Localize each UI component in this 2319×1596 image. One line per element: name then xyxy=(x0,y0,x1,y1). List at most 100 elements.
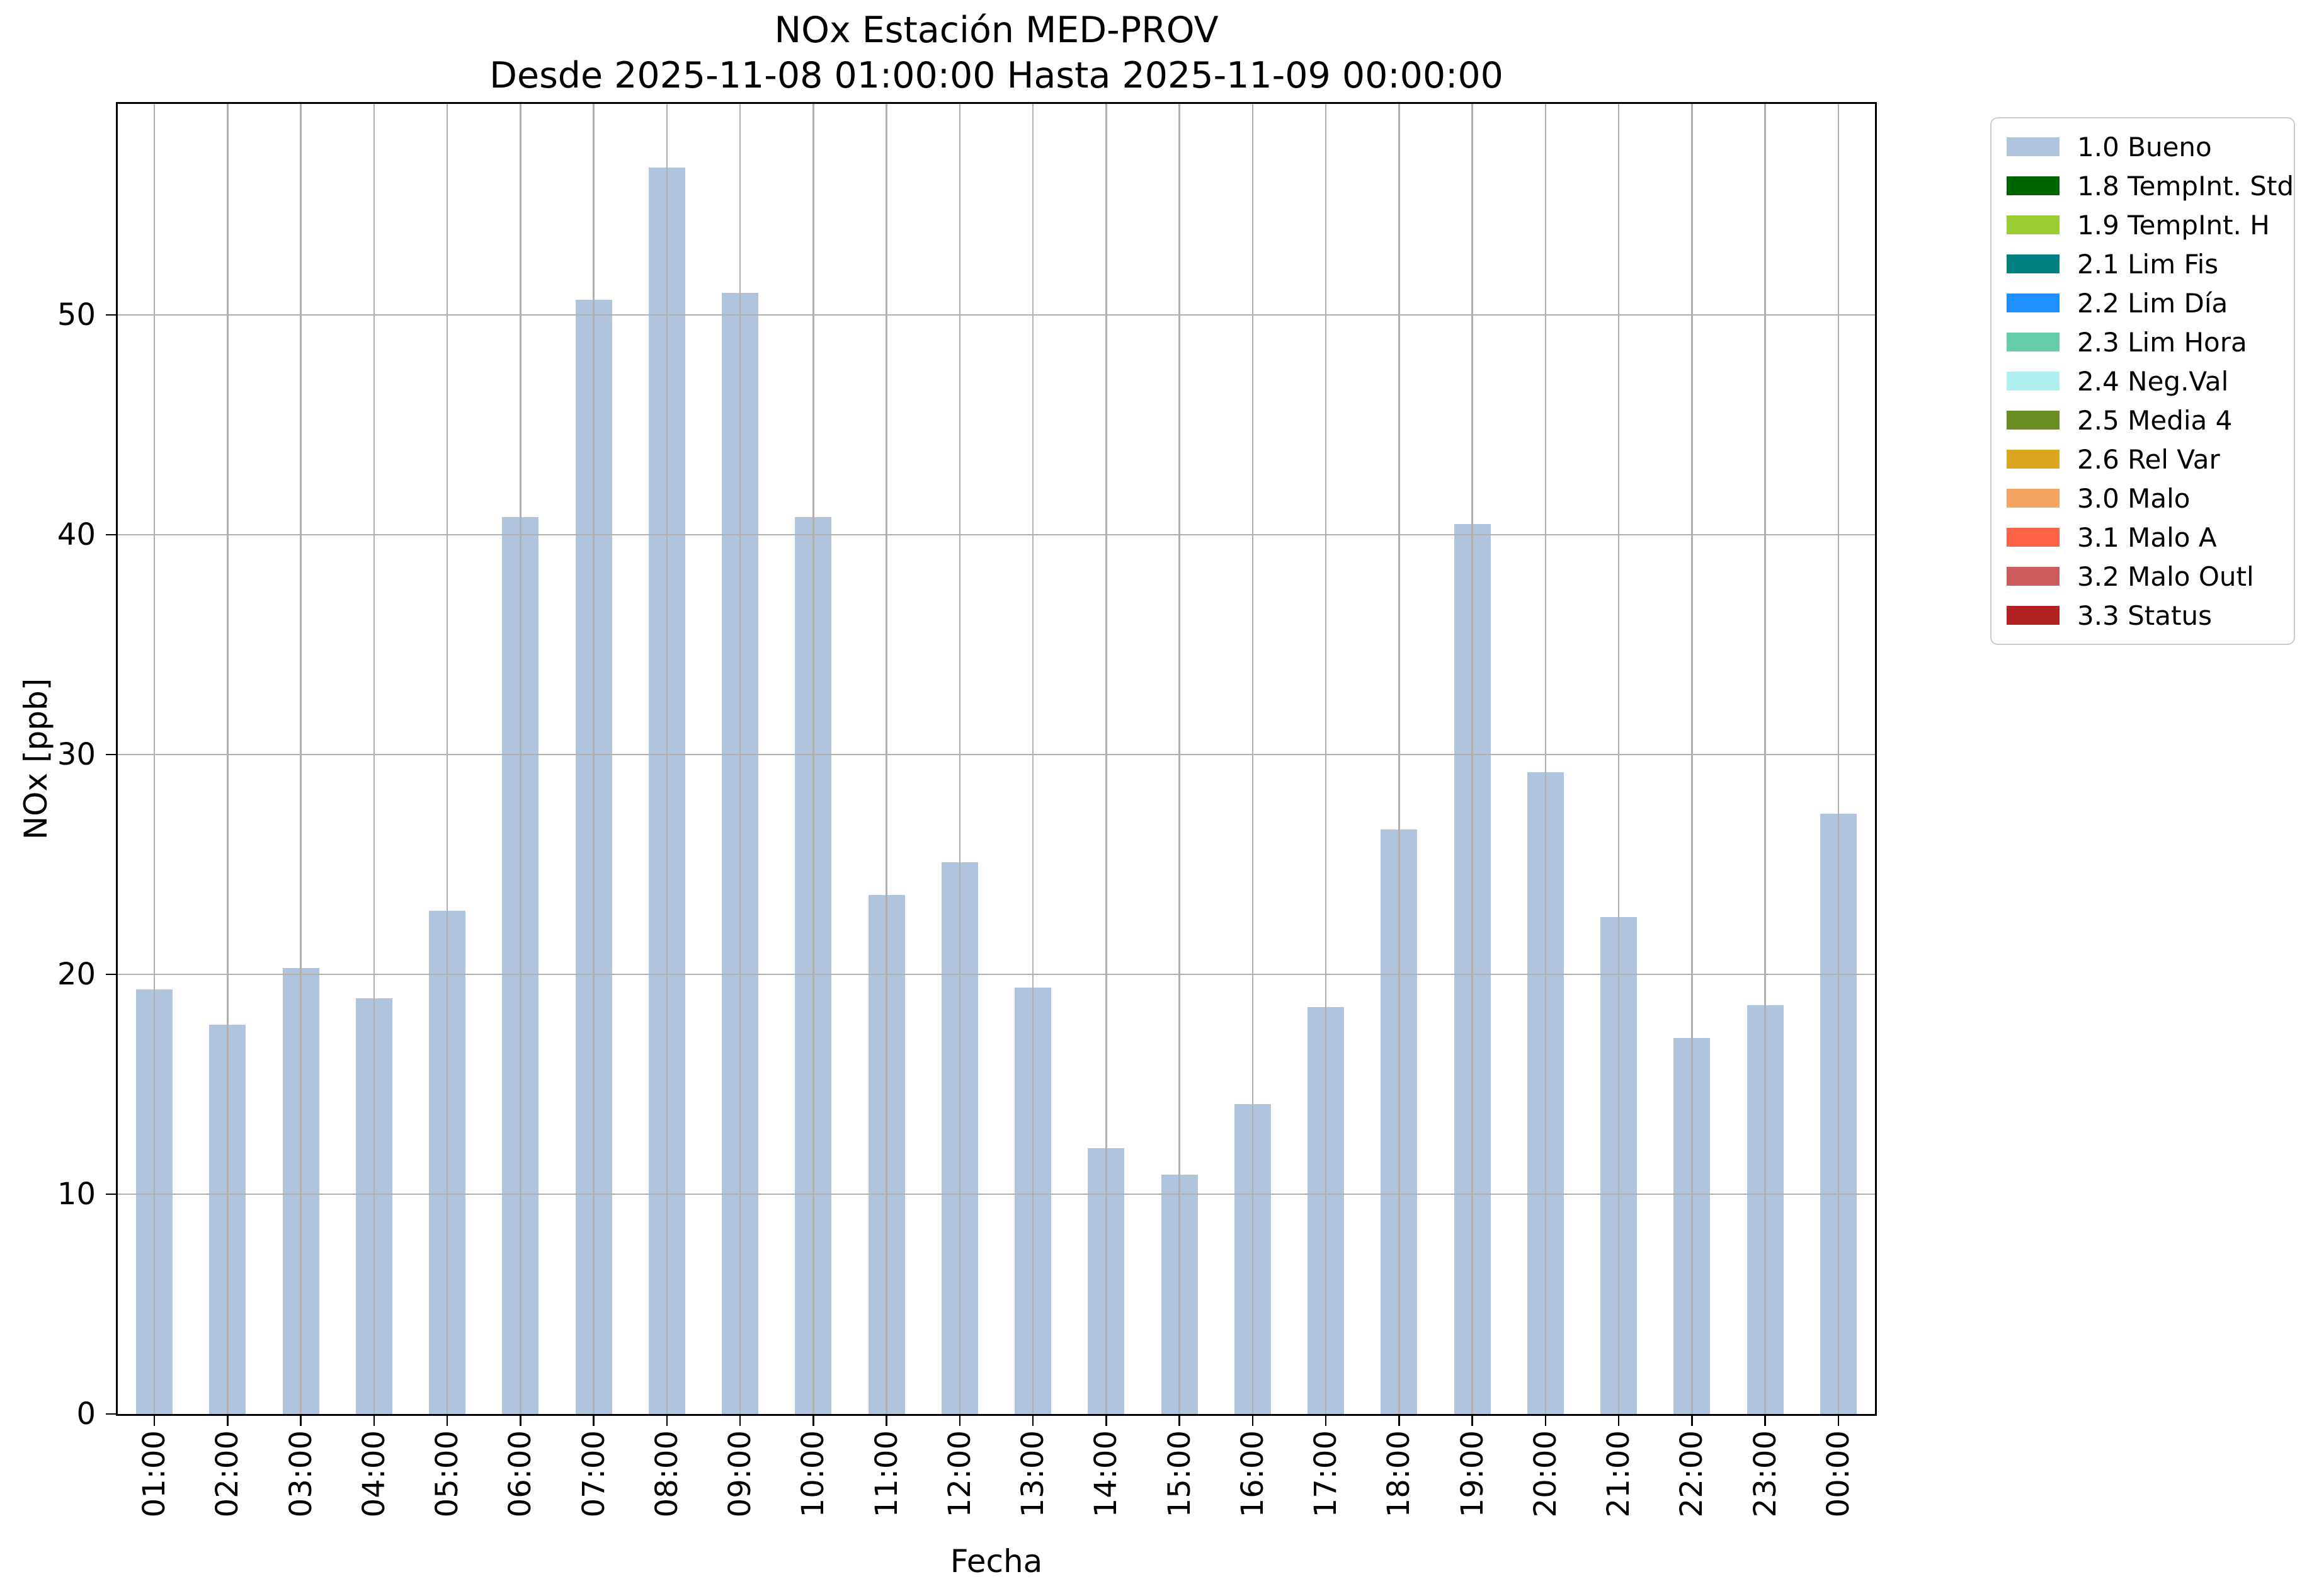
legend-label: 2.2 Lim Día xyxy=(2077,287,2228,319)
legend-item: 1.0 Bueno xyxy=(2007,127,2288,166)
y-tick-mark xyxy=(106,1193,116,1195)
x-tick-label: 20:00 xyxy=(1527,1430,1563,1518)
legend-swatch xyxy=(2007,528,2060,547)
gridline-vertical xyxy=(1325,104,1327,1414)
legend-item: 2.6 Rel Var xyxy=(2007,440,2288,479)
legend-label: 3.3 Status xyxy=(2077,600,2212,631)
legend-item: 3.3 Status xyxy=(2007,596,2288,635)
x-tick-label: 19:00 xyxy=(1454,1430,1490,1518)
x-tick-mark xyxy=(227,1416,229,1426)
legend-swatch xyxy=(2007,372,2060,390)
x-tick-mark xyxy=(373,1416,375,1426)
gridline-vertical xyxy=(812,104,814,1414)
legend-label: 2.5 Media 4 xyxy=(2077,404,2233,436)
legend-item: 1.9 TempInt. H xyxy=(2007,205,2288,244)
legend-label: 3.0 Malo xyxy=(2077,482,2191,514)
gridline-vertical xyxy=(1837,104,1840,1414)
x-tick-mark xyxy=(446,1416,448,1426)
legend-label: 2.6 Rel Var xyxy=(2077,443,2220,475)
x-tick-mark xyxy=(666,1416,668,1426)
x-axis-label: Fecha xyxy=(950,1543,1043,1580)
legend-swatch xyxy=(2007,489,2060,508)
x-tick-label: 02:00 xyxy=(210,1430,246,1518)
gridline-vertical xyxy=(300,104,302,1414)
legend-item: 2.2 Lim Día xyxy=(2007,283,2288,322)
x-tick-mark xyxy=(739,1416,741,1426)
legend-swatch xyxy=(2007,411,2060,430)
legend-label: 1.8 TempInt. Std xyxy=(2077,170,2294,202)
gridline-vertical xyxy=(520,104,521,1414)
chart-subtitle-line: Desde 2025-11-08 01:00:00 Hasta 2025-11-… xyxy=(489,55,1503,96)
x-tick-mark xyxy=(593,1416,595,1426)
chart-title: NOx Estación MED-PROV Desde 2025-11-08 0… xyxy=(118,8,1875,98)
x-tick-label: 09:00 xyxy=(722,1430,758,1518)
gridline-vertical xyxy=(446,104,448,1414)
x-tick-mark xyxy=(520,1416,521,1426)
gridline-vertical xyxy=(153,104,156,1414)
legend-swatch xyxy=(2007,215,2060,234)
gridline-vertical xyxy=(739,104,741,1414)
y-tick-mark xyxy=(106,1413,116,1415)
x-tick-label: 04:00 xyxy=(356,1430,392,1518)
x-tick-mark xyxy=(812,1416,814,1426)
legend-item: 3.0 Malo xyxy=(2007,479,2288,518)
x-tick-mark xyxy=(1544,1416,1547,1426)
gridline-vertical xyxy=(1691,104,1693,1414)
legend-item: 2.1 Lim Fis xyxy=(2007,244,2288,283)
legend: 1.0 Bueno 1.8 TempInt. Std 1.9 TempInt. H 2… xyxy=(1990,117,2295,645)
gridline-vertical xyxy=(1178,104,1180,1414)
legend-label: 3.1 Malo A xyxy=(2077,522,2217,553)
y-tick-label: 20 xyxy=(57,957,96,992)
gridline-horizontal xyxy=(118,973,1875,976)
x-tick-mark xyxy=(1471,1416,1473,1426)
x-tick-label: 06:00 xyxy=(503,1430,538,1518)
legend-swatch xyxy=(2007,333,2060,351)
gridline-vertical xyxy=(1398,104,1400,1414)
y-tick-mark xyxy=(106,753,116,756)
chart-title-line: NOx Estación MED-PROV xyxy=(774,9,1219,51)
x-tick-label: 13:00 xyxy=(1015,1430,1051,1518)
x-tick-mark xyxy=(300,1416,302,1426)
y-tick-label: 10 xyxy=(57,1177,96,1212)
x-tick-label: 12:00 xyxy=(942,1430,977,1518)
x-tick-mark xyxy=(886,1416,887,1426)
x-tick-label: 17:00 xyxy=(1308,1430,1344,1518)
gridline-vertical xyxy=(959,104,961,1414)
x-tick-mark xyxy=(1617,1416,1620,1426)
gridline-horizontal xyxy=(118,753,1875,756)
legend-label: 2.4 Neg.Val xyxy=(2077,365,2229,397)
x-tick-mark xyxy=(1398,1416,1400,1426)
gridline-horizontal xyxy=(118,1193,1875,1195)
legend-label: 1.9 TempInt. H xyxy=(2077,209,2270,241)
x-tick-mark xyxy=(1691,1416,1693,1426)
legend-swatch xyxy=(2007,606,2060,625)
gridline-vertical xyxy=(886,104,887,1414)
legend-swatch xyxy=(2007,254,2060,273)
gridline-vertical xyxy=(1105,104,1107,1414)
legend-item: 2.3 Lim Hora xyxy=(2007,322,2288,362)
gridline-vertical xyxy=(1617,104,1620,1414)
x-tick-label: 05:00 xyxy=(430,1430,465,1518)
gridline-horizontal xyxy=(118,314,1875,316)
y-tick-label: 30 xyxy=(57,737,96,773)
legend-item: 2.4 Neg.Val xyxy=(2007,362,2288,401)
gridline-vertical xyxy=(1471,104,1473,1414)
x-tick-mark xyxy=(1837,1416,1840,1426)
x-tick-mark xyxy=(1251,1416,1254,1426)
legend-label: 1.0 Bueno xyxy=(2077,131,2212,162)
gridline-vertical xyxy=(1764,104,1766,1414)
legend-item: 3.1 Malo A xyxy=(2007,518,2288,557)
legend-swatch xyxy=(2007,567,2060,586)
x-tick-label: 22:00 xyxy=(1674,1430,1710,1518)
y-tick-label: 0 xyxy=(76,1396,96,1432)
gridline-vertical xyxy=(666,104,668,1414)
x-tick-mark xyxy=(1032,1416,1034,1426)
gridline-vertical xyxy=(227,104,229,1414)
gridline-vertical xyxy=(1251,104,1254,1414)
x-tick-label: 18:00 xyxy=(1381,1430,1417,1518)
x-tick-label: 08:00 xyxy=(649,1430,685,1518)
legend-swatch xyxy=(2007,450,2060,469)
x-tick-label: 01:00 xyxy=(137,1430,173,1518)
legend-item: 1.8 TempInt. Std xyxy=(2007,166,2294,205)
